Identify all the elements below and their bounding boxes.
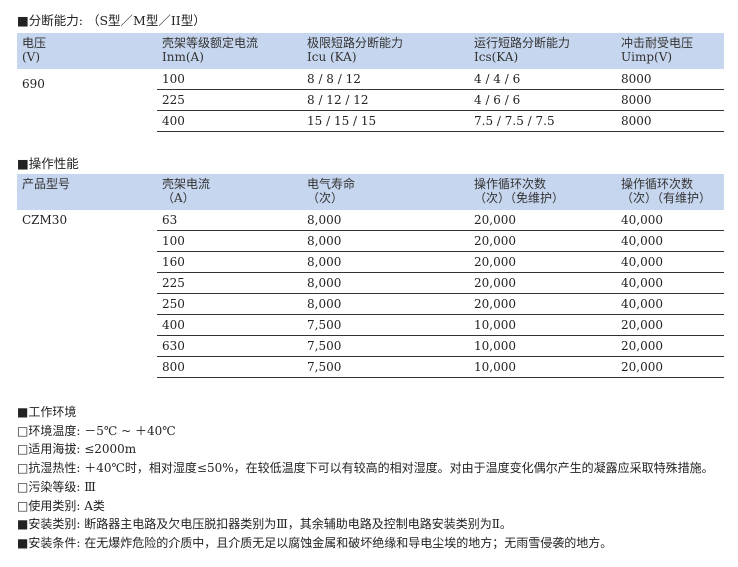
table-cell: 40,000 bbox=[616, 293, 724, 315]
header-line: （次） bbox=[307, 191, 344, 205]
table-cell: 10,000 bbox=[469, 335, 616, 357]
table-row: 690 100 8 / 8 / 12 4 / 4 / 6 8000 bbox=[17, 69, 724, 91]
table-cell: 4 / 4 / 6 bbox=[469, 69, 616, 90]
column-header: 操作循环次数 （次）（有维护） bbox=[616, 174, 724, 210]
header-line: （次）（有维护） bbox=[621, 191, 712, 205]
header-line: 极限短路分断能力 bbox=[307, 36, 404, 50]
table-cell: 7,500 bbox=[302, 356, 469, 378]
table-cell: 250 bbox=[157, 293, 302, 315]
breaking-capacity-title: ■分断能力: （S型／M型／II型） bbox=[17, 13, 206, 28]
table-cell: 20,000 bbox=[616, 335, 724, 357]
table-cell: 20,000 bbox=[616, 314, 724, 336]
table-cell: 800 bbox=[157, 356, 302, 378]
header-line: 冲击耐受电压 bbox=[621, 36, 694, 50]
column-header: 电气寿命 （次） bbox=[302, 174, 469, 210]
environment-line: □环境温度: －5℃ ~ ＋40℃ bbox=[17, 423, 176, 438]
table-cell: 40,000 bbox=[616, 251, 724, 273]
header-line: 电压 bbox=[22, 36, 47, 50]
table-cell: 8 / 12 / 12 bbox=[302, 89, 469, 111]
column-header: 产品型号 bbox=[17, 174, 157, 210]
header-line: Uimp(V) bbox=[621, 50, 673, 64]
column-header: 极限短路分断能力 Icu (KA) bbox=[302, 33, 469, 69]
table-cell: 7,500 bbox=[302, 335, 469, 357]
table-cell: 8 / 8 / 12 bbox=[302, 69, 469, 90]
merged-cell: 690 bbox=[22, 77, 45, 91]
table-cell: 20,000 bbox=[616, 356, 724, 378]
table-cell: 225 bbox=[157, 272, 302, 294]
column-header: 壳架电流 （A） bbox=[157, 174, 302, 210]
header-line: 电气寿命 bbox=[307, 177, 356, 191]
table-cell: 8,000 bbox=[302, 272, 469, 294]
table-row: 630 7,500 10,000 20,000 bbox=[17, 335, 724, 357]
table-row: 800 7,500 10,000 20,000 bbox=[17, 356, 724, 378]
column-header: 壳架等级额定电流 Inm(A) bbox=[157, 33, 302, 69]
header-line: 壳架等级额定电流 bbox=[162, 36, 259, 50]
table-cell: 20,000 bbox=[469, 230, 616, 252]
table-row: 100 8,000 20,000 40,000 bbox=[17, 230, 724, 252]
table-cell: 8000 bbox=[616, 89, 724, 111]
table-cell: 10,000 bbox=[469, 314, 616, 336]
table-cell: 15 / 15 / 15 bbox=[302, 110, 469, 132]
column-header: 冲击耐受电压 Uimp(V) bbox=[616, 33, 724, 69]
header-line: (V) bbox=[22, 50, 41, 64]
column-header: 运行短路分断能力 Ics(KA) bbox=[469, 33, 616, 69]
working-environment: ■工作环境 □环境温度: －5℃ ~ ＋40℃ □适用海拔: ≤2000m □抗湿热性… bbox=[17, 403, 727, 553]
breaking-capacity-table: 电压 (V) 壳架等级额定电流 Inm(A) 极限短路分断能力 Icu (KA) 运行短路分… bbox=[17, 33, 724, 132]
header-line: （A） bbox=[162, 191, 195, 205]
table-cell: 8,000 bbox=[302, 210, 469, 231]
table-cell: 10,000 bbox=[469, 356, 616, 378]
header-line: Icu (KA) bbox=[307, 50, 357, 64]
table-cell: 400 bbox=[157, 314, 302, 336]
column-header: 操作循环次数 （次）（免维护） bbox=[469, 174, 616, 210]
table-cell: 8,000 bbox=[302, 293, 469, 315]
column-header: 电压 (V) bbox=[17, 33, 157, 69]
operation-performance-table: 产品型号 壳架电流 （A） 电气寿命 （次） 操作循环次数 （次）（免维护） 操作循环次数 （次… bbox=[17, 174, 724, 378]
table-cell: 8,000 bbox=[302, 251, 469, 273]
table-cell: 400 bbox=[157, 110, 302, 132]
environment-line: ■安装条件: 在无爆炸危险的介质中，且介质无足以腐蚀金属和破坏绝缘和导电尘埃的地… bbox=[17, 535, 613, 550]
merged-cell: CZM30 bbox=[22, 213, 68, 227]
header-line: Inm(A) bbox=[162, 50, 204, 64]
table-cell: 40,000 bbox=[616, 230, 724, 252]
environment-line: □使用类别: A类 bbox=[17, 498, 105, 513]
table-cell: 40,000 bbox=[616, 272, 724, 294]
table-row: CZM30 63 8,000 20,000 40,000 bbox=[17, 210, 724, 231]
table-cell: 7,500 bbox=[302, 314, 469, 336]
environment-line: ■安装类别: 断路器主电路及欠电压脱扣器类别为Ⅲ，其余辅助电路及控制电路安装类别… bbox=[17, 517, 512, 532]
header-line: 操作循环次数 bbox=[474, 177, 547, 191]
table-row: 225 8,000 20,000 40,000 bbox=[17, 272, 724, 294]
table-cell: 20,000 bbox=[469, 293, 616, 315]
table-cell: 160 bbox=[157, 251, 302, 273]
table-cell: 40,000 bbox=[616, 210, 724, 231]
table-cell: 100 bbox=[157, 230, 302, 252]
table-cell: 630 bbox=[157, 335, 302, 357]
table-row: 400 15 / 15 / 15 7.5 / 7.5 / 7.5 8000 bbox=[17, 110, 724, 132]
header-line: 操作循环次数 bbox=[621, 177, 694, 191]
operation-performance-title: ■操作性能 bbox=[17, 156, 79, 171]
environment-line: □污染等级: Ⅲ bbox=[17, 479, 96, 494]
table-row: 400 7,500 10,000 20,000 bbox=[17, 314, 724, 336]
header-line: Ics(KA) bbox=[474, 50, 519, 64]
table-cell: 225 bbox=[157, 89, 302, 111]
environment-line: □适用海拔: ≤2000m bbox=[17, 442, 137, 457]
environment-line: ■工作环境 bbox=[17, 405, 77, 419]
header-line: 壳架电流 bbox=[162, 177, 211, 191]
table-cell: 8,000 bbox=[302, 230, 469, 252]
table-cell: 20,000 bbox=[469, 272, 616, 294]
table-cell: 20,000 bbox=[469, 251, 616, 273]
table-row: 250 8,000 20,000 40,000 bbox=[17, 293, 724, 315]
header-line: 产品型号 bbox=[22, 177, 71, 191]
table-cell: 100 bbox=[157, 69, 302, 90]
table-cell: 20,000 bbox=[469, 210, 616, 231]
table-row: 225 8 / 12 / 12 4 / 6 / 6 8000 bbox=[17, 89, 724, 111]
table-cell: 63 bbox=[157, 210, 302, 231]
header-line: （次）（免维护） bbox=[474, 191, 565, 205]
table-cell: 7.5 / 7.5 / 7.5 bbox=[469, 110, 616, 132]
table-cell: 8000 bbox=[616, 69, 724, 90]
table-cell: 4 / 6 / 6 bbox=[469, 89, 616, 111]
environment-line: □抗湿热性: ＋40℃时，相对湿度≤50%，在较低温度下可以有较高的相对湿度。对… bbox=[17, 461, 714, 476]
table-row: 160 8,000 20,000 40,000 bbox=[17, 251, 724, 273]
header-line: 运行短路分断能力 bbox=[474, 36, 571, 50]
table-cell: 8000 bbox=[616, 110, 724, 132]
